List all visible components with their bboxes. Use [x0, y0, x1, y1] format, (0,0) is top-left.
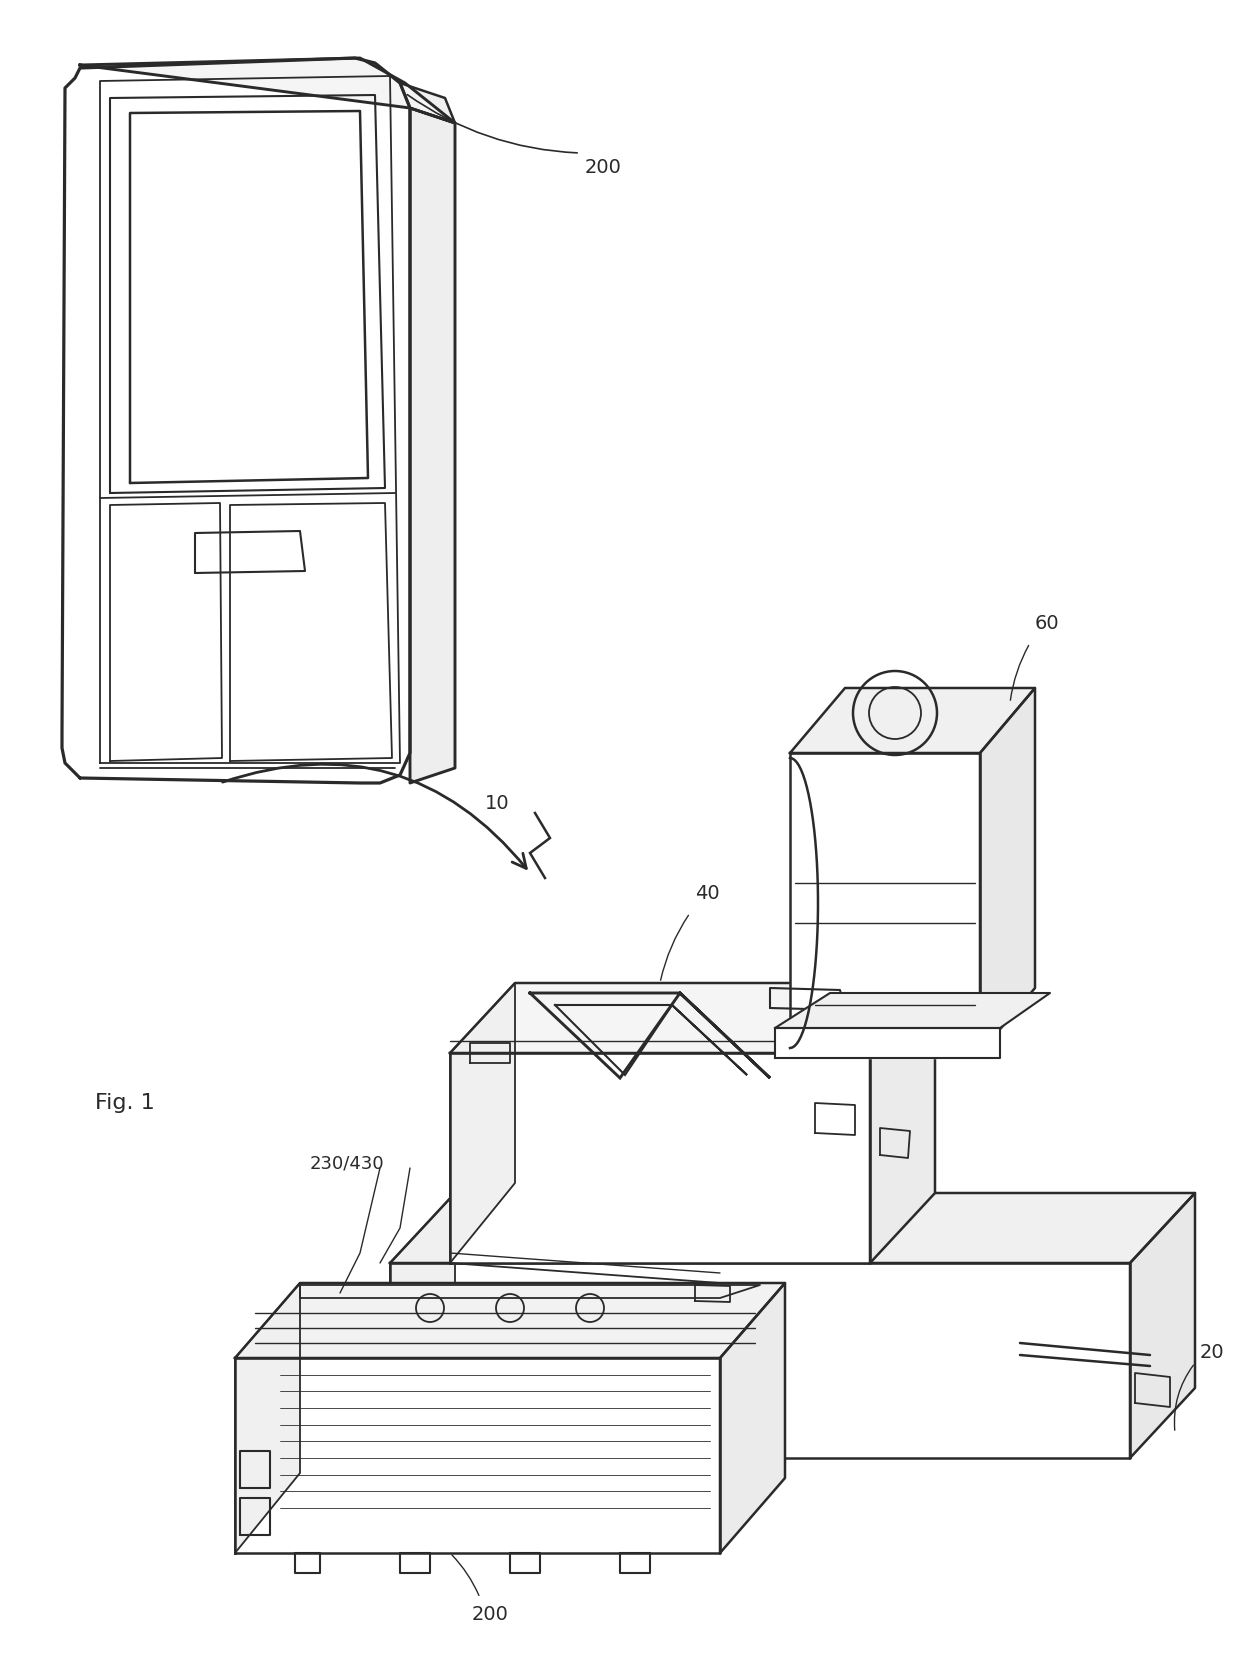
Polygon shape — [236, 1283, 785, 1359]
Polygon shape — [790, 754, 980, 1053]
Polygon shape — [1130, 1193, 1195, 1458]
FancyArrowPatch shape — [223, 764, 526, 868]
Text: 60: 60 — [1035, 613, 1060, 633]
Polygon shape — [391, 1193, 1195, 1263]
Polygon shape — [62, 58, 410, 784]
Polygon shape — [391, 1263, 1130, 1458]
Polygon shape — [450, 1053, 870, 1263]
Polygon shape — [236, 1283, 300, 1554]
Polygon shape — [775, 1028, 999, 1058]
Text: 20: 20 — [1200, 1344, 1225, 1362]
Text: 10: 10 — [485, 793, 510, 813]
Polygon shape — [775, 993, 1050, 1028]
Polygon shape — [450, 984, 935, 1053]
Text: 40: 40 — [694, 884, 719, 903]
Polygon shape — [790, 688, 1035, 754]
Polygon shape — [401, 83, 455, 122]
Polygon shape — [410, 107, 455, 784]
Text: 200: 200 — [585, 159, 622, 177]
Polygon shape — [236, 1359, 720, 1554]
Text: 200: 200 — [471, 1605, 508, 1623]
Polygon shape — [980, 688, 1035, 1053]
Polygon shape — [391, 1193, 455, 1458]
Polygon shape — [81, 58, 455, 122]
Text: 230/430: 230/430 — [310, 1154, 384, 1172]
Polygon shape — [870, 984, 935, 1263]
Polygon shape — [720, 1283, 785, 1554]
Text: Fig. 1: Fig. 1 — [95, 1093, 155, 1112]
Polygon shape — [450, 984, 515, 1263]
